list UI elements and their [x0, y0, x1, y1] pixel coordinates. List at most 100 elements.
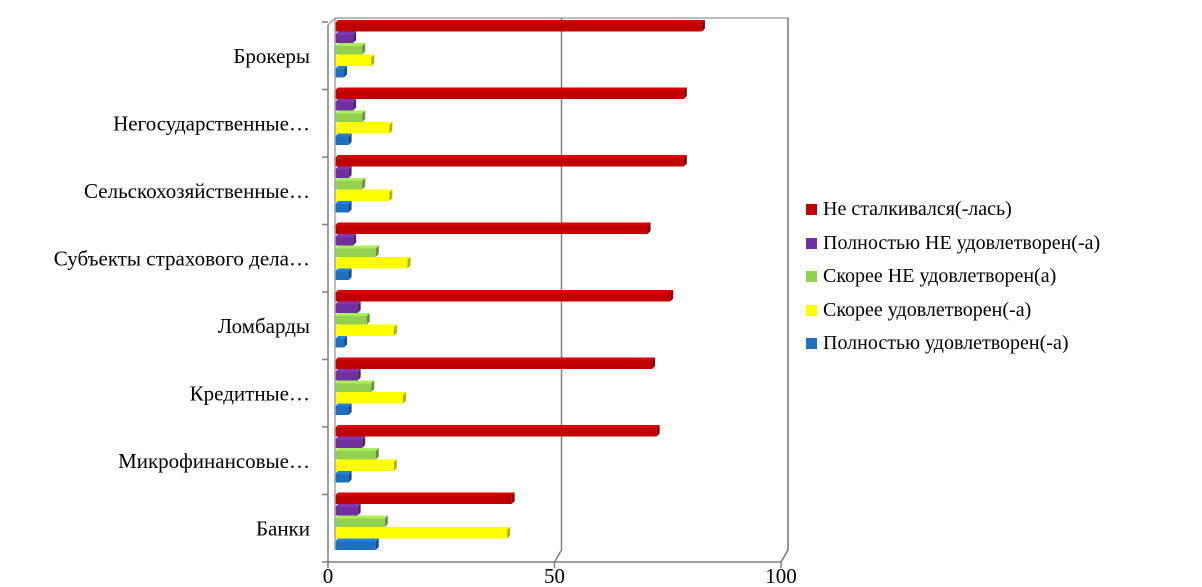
bar-face	[335, 248, 376, 257]
category-label: Кредитные…	[190, 381, 310, 405]
bar-face	[335, 327, 394, 336]
bar	[335, 380, 375, 392]
legend-item: Полностью НЕ удовлетворен(-а)	[806, 227, 1100, 261]
bar-end	[348, 201, 352, 213]
bar-face	[335, 474, 349, 483]
bar	[335, 133, 352, 145]
x-tick-labels: 0 50 100	[323, 564, 797, 587]
bar-face	[335, 271, 349, 280]
bar	[335, 245, 379, 257]
bar-top	[335, 324, 397, 328]
bar-face	[335, 304, 358, 313]
bar	[335, 425, 660, 437]
legend-swatch	[806, 271, 817, 283]
legend-item: Не сталкивался(-лась)	[806, 193, 1100, 227]
bar-top	[335, 20, 705, 23]
bar	[335, 324, 397, 336]
bar	[335, 459, 397, 471]
bar-face	[335, 462, 394, 471]
bar-end	[701, 20, 705, 32]
bar-top	[335, 515, 388, 519]
bar-top	[335, 504, 361, 507]
bar-top	[335, 178, 366, 181]
bar-top	[335, 87, 687, 91]
bar-top	[335, 301, 361, 305]
bar-face	[335, 316, 367, 325]
gridlines	[553, 18, 789, 563]
axes	[322, 18, 782, 568]
bar-end	[353, 234, 357, 246]
bar-end	[362, 110, 366, 122]
bar-face	[335, 507, 358, 516]
bar	[335, 222, 651, 234]
bar-face	[335, 372, 358, 381]
bar	[335, 515, 388, 527]
bar-face	[335, 293, 671, 302]
bar	[335, 43, 366, 55]
bar-end	[344, 66, 348, 78]
bar-top	[335, 54, 375, 58]
bar-face	[335, 225, 648, 234]
bar-top	[335, 459, 397, 463]
category-label: Ломбарды	[218, 314, 310, 338]
bar-face	[335, 339, 345, 348]
bar	[335, 357, 656, 369]
bar	[335, 268, 352, 280]
bar	[335, 257, 411, 269]
bar-top	[335, 471, 352, 474]
bar-end	[357, 504, 361, 516]
bar-end	[393, 324, 397, 336]
x-tick-label: 50	[544, 564, 565, 587]
bar-top	[335, 380, 375, 384]
bar-top	[335, 527, 511, 530]
x-tick-label: 0	[323, 564, 334, 587]
legend-item: Скорее удовлетворен(-а)	[806, 294, 1100, 328]
bar	[335, 392, 406, 404]
bar-top	[335, 425, 660, 428]
bar-face	[335, 495, 512, 504]
bar-end	[362, 43, 366, 55]
bar-top	[335, 31, 357, 35]
category-label: Банки	[256, 516, 310, 540]
bar	[335, 336, 348, 348]
bar-end	[353, 99, 357, 111]
bar-face	[335, 169, 349, 178]
bar	[335, 538, 379, 550]
bar	[335, 110, 366, 122]
bar-end	[353, 31, 357, 43]
bar	[335, 20, 705, 32]
bar-top	[335, 403, 352, 407]
legend-swatch	[806, 338, 817, 350]
bar-face	[335, 125, 390, 134]
bar-face	[335, 406, 349, 415]
bar-face	[335, 260, 408, 269]
bar	[335, 448, 379, 460]
bar-end	[371, 380, 375, 392]
legend-label: Полностью НЕ удовлетворен(-а)	[823, 231, 1101, 254]
bar-face	[335, 204, 349, 213]
bar-face	[335, 518, 385, 527]
x-tick-label: 100	[765, 564, 797, 587]
bar-end	[656, 425, 660, 437]
gridline-floor-50	[553, 549, 563, 563]
bar-face	[335, 395, 403, 404]
bar-end	[389, 122, 393, 134]
bar	[335, 369, 361, 381]
bar-end	[366, 313, 370, 325]
bar-end	[371, 54, 375, 66]
bar-top	[335, 290, 674, 293]
bar-end	[362, 436, 366, 448]
bar	[335, 178, 366, 190]
bar-face	[335, 383, 372, 392]
bar	[335, 54, 375, 66]
legend-swatch	[806, 304, 817, 316]
bar-face	[335, 23, 702, 32]
bar-end	[507, 527, 511, 539]
bar-top	[335, 234, 357, 237]
bar	[335, 122, 393, 134]
gridline-floor-100	[780, 549, 789, 563]
bar-face	[335, 57, 372, 66]
legend-label: Не сталкивался(-лась)	[823, 198, 1012, 221]
bar-face	[335, 158, 684, 167]
bar-face	[335, 237, 354, 246]
